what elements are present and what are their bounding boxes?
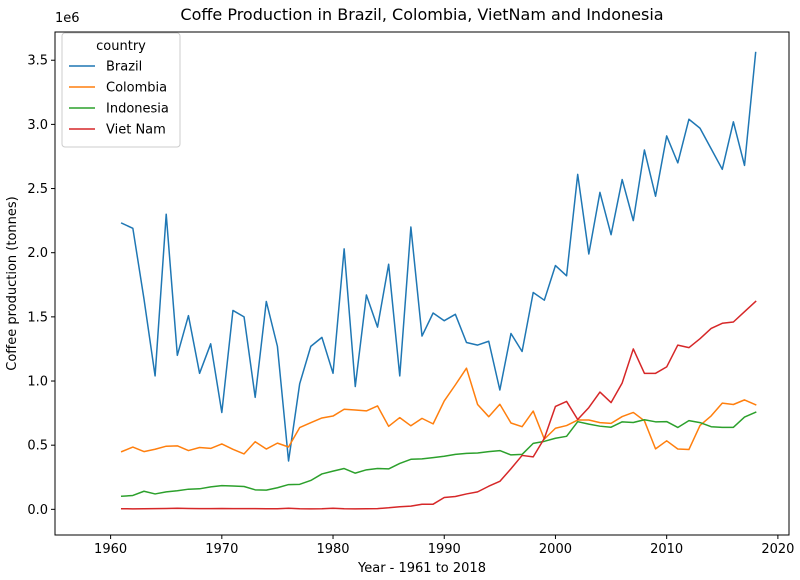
- chart-title: Coffe Production in Brazil, Colombia, Vi…: [180, 5, 663, 24]
- series-line-viet-nam: [120, 300, 757, 510]
- legend: country Brazil Colombia Indonesia Viet Nam: [61, 32, 181, 148]
- y-axis-offset-label: 1e6: [55, 11, 80, 26]
- x-tick-label: 2020: [761, 542, 794, 557]
- series-line-brazil: [120, 51, 757, 462]
- legend-box: [61, 32, 181, 148]
- y-axis-label: Coffee production (tonnes): [5, 196, 20, 371]
- y-axis-ticks: 0.0 0.5 1.0 1.5 2.0 2.5 3.0 3.5: [27, 54, 55, 518]
- x-axis-ticks: 1960 1970 1980 1990 2000 2010 2020: [94, 535, 794, 557]
- y-tick-label: 2.0: [27, 246, 48, 261]
- series-line-indonesia: [120, 411, 757, 498]
- y-tick-label: 0.5: [27, 439, 48, 454]
- x-tick-label: 2000: [539, 542, 572, 557]
- x-tick-label: 1980: [316, 542, 349, 557]
- y-tick-label: 0.0: [27, 503, 48, 518]
- y-tick-label: 1.5: [27, 310, 48, 325]
- legend-title: country: [96, 39, 146, 54]
- legend-label: Indonesia: [106, 102, 169, 117]
- x-tick-label: 1960: [94, 542, 127, 557]
- series-line-colombia: [120, 367, 757, 455]
- y-tick-label: 3.5: [27, 54, 48, 69]
- legend-label: Colombia: [106, 81, 167, 96]
- x-axis-label: Year - 1961 to 2018: [357, 561, 486, 576]
- x-tick-label: 1990: [428, 542, 461, 557]
- y-tick-label: 2.5: [27, 182, 48, 197]
- legend-items: Brazil Colombia Indonesia Viet Nam: [69, 60, 169, 138]
- plot-frame: [54, 31, 790, 536]
- x-tick-label: 2010: [650, 542, 683, 557]
- series-layer: [120, 51, 757, 510]
- y-tick-label: 3.0: [27, 118, 48, 133]
- x-tick-label: 1970: [205, 542, 238, 557]
- legend-label: Brazil: [106, 60, 142, 75]
- legend-label: Viet Nam: [106, 123, 166, 138]
- y-tick-label: 1.0: [27, 375, 48, 390]
